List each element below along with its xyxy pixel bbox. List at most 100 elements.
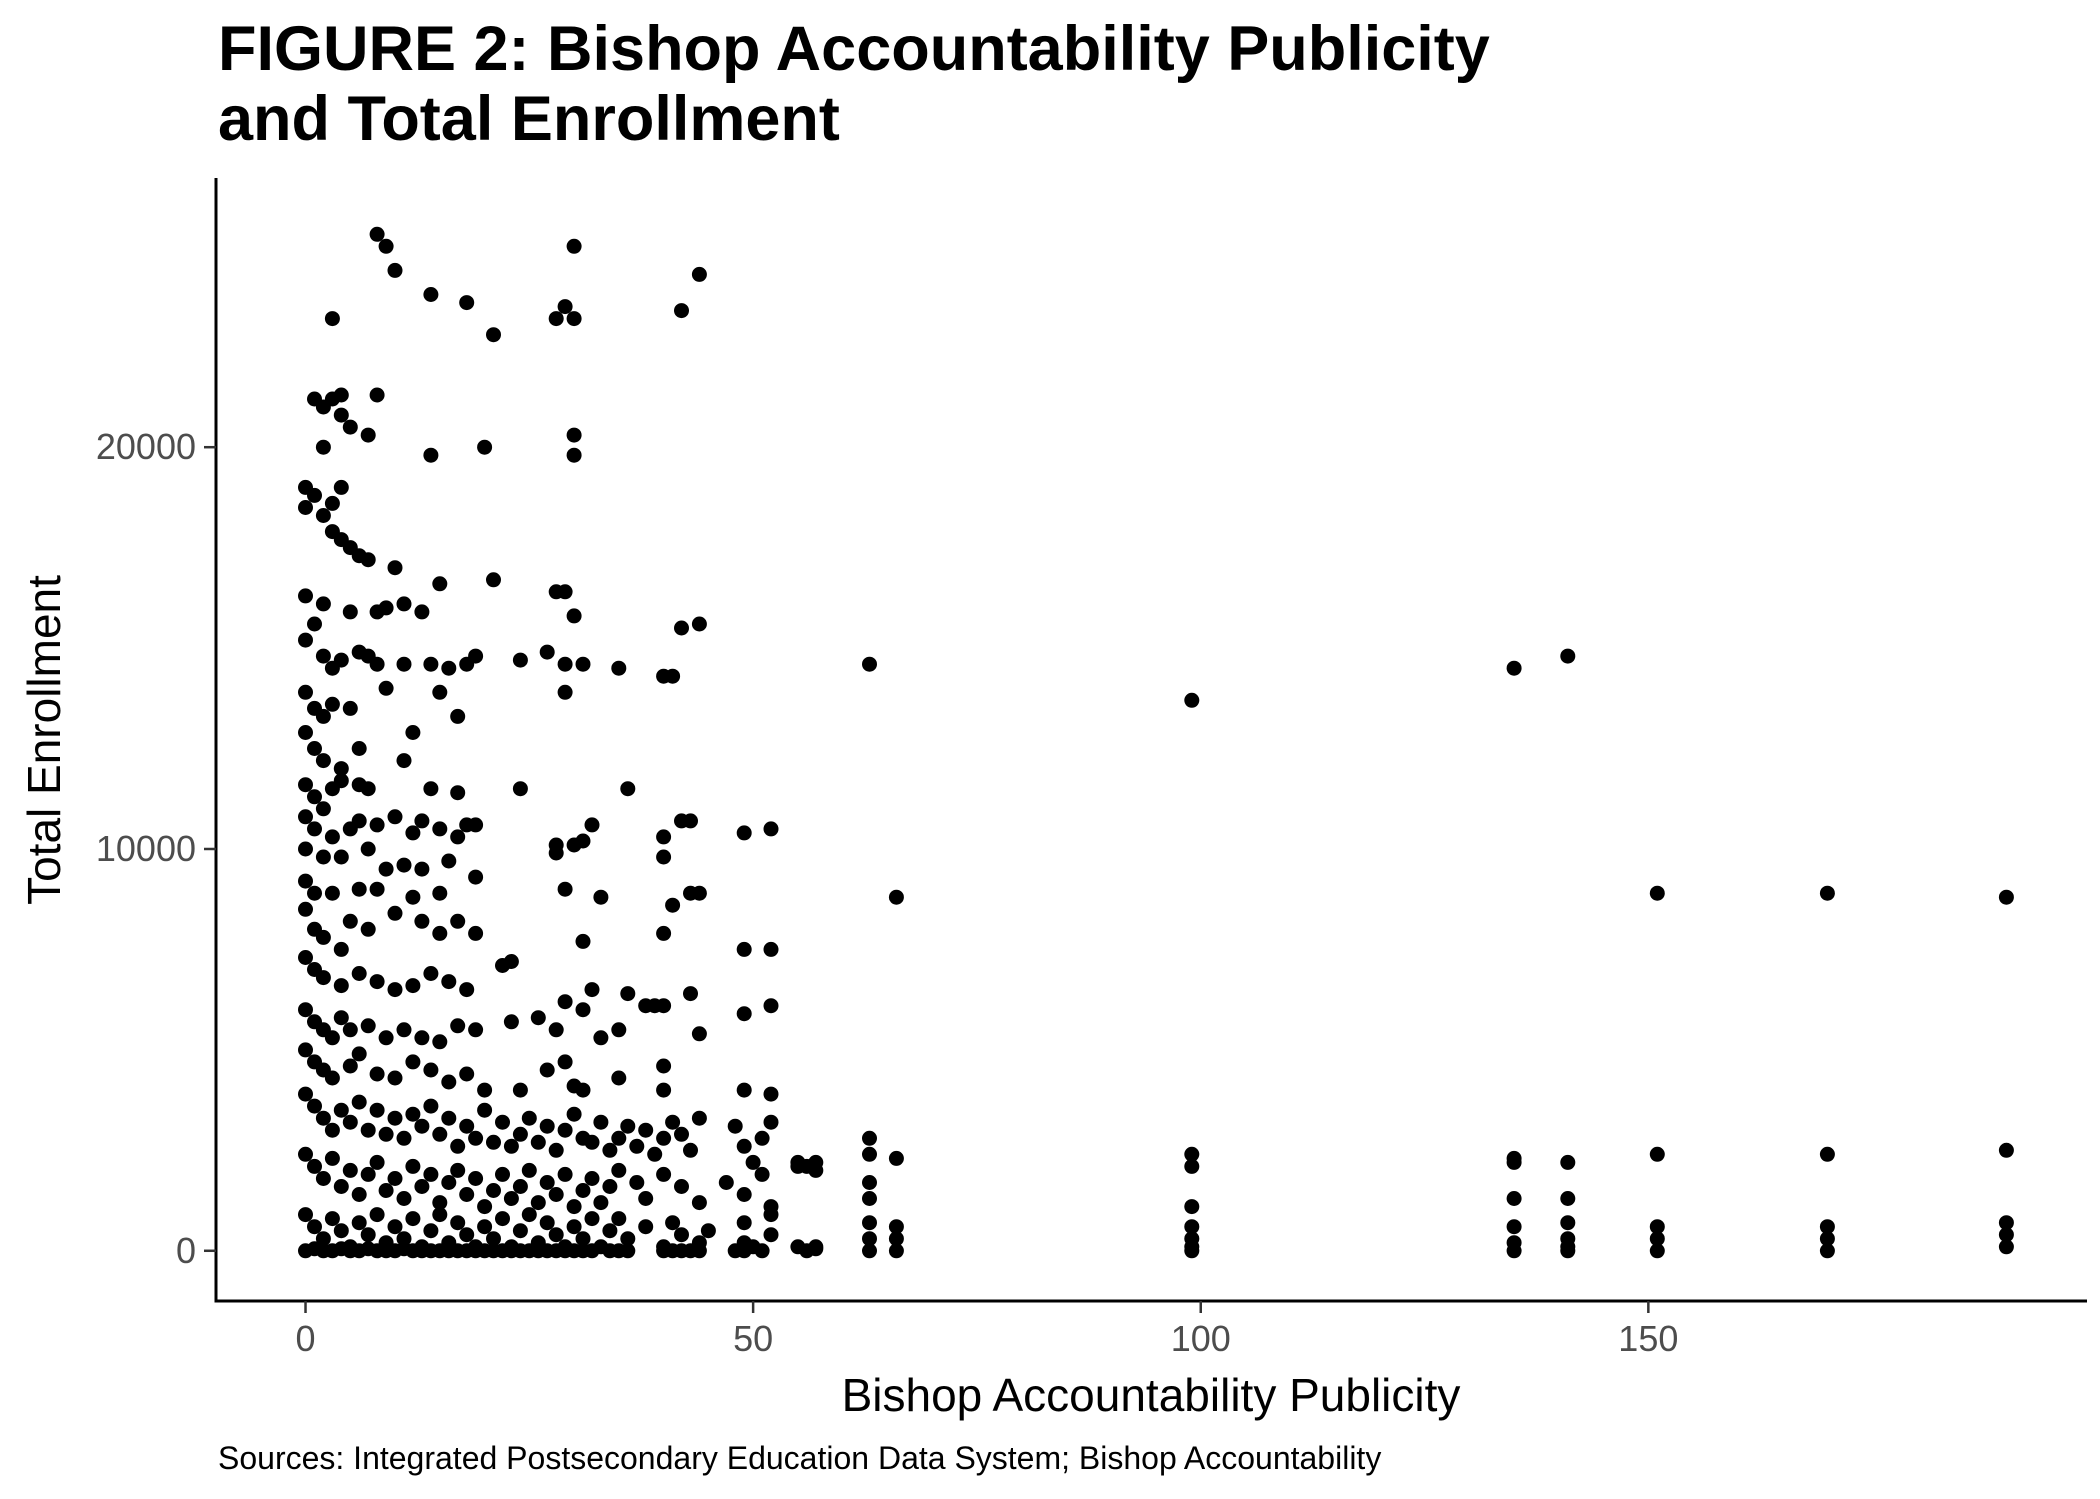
data-point	[888, 1231, 904, 1247]
data-point	[298, 809, 313, 825]
data-point	[405, 1054, 421, 1070]
data-point	[396, 1130, 412, 1146]
data-point	[736, 1187, 752, 1202]
data-point	[557, 1122, 573, 1138]
source-note: Sources: Integrated Postsecondary Educat…	[218, 1440, 1382, 1476]
data-point	[333, 941, 349, 957]
data-point	[315, 508, 331, 523]
data-point	[638, 1191, 654, 1206]
data-point	[638, 1219, 654, 1235]
data-point	[656, 1082, 672, 1098]
y-tick-label: 10000	[96, 828, 196, 869]
data-point	[387, 809, 403, 825]
data-point	[477, 1199, 493, 1215]
data-point	[1998, 1142, 2014, 1158]
data-point	[754, 1130, 770, 1146]
data-point	[503, 1138, 519, 1154]
data-point	[405, 825, 421, 841]
data-point	[763, 1227, 779, 1243]
data-point	[333, 407, 349, 423]
y-axis-ticks: 0 10000 20000	[96, 426, 216, 1271]
data-point	[575, 656, 591, 672]
data-point	[298, 725, 313, 740]
data-point	[387, 905, 403, 921]
data-point	[369, 1066, 385, 1082]
data-point	[324, 495, 340, 511]
data-point	[888, 1243, 904, 1259]
data-point	[441, 660, 457, 676]
data-point	[674, 303, 689, 319]
data-point	[566, 447, 582, 463]
data-point	[298, 1002, 313, 1018]
data-point	[888, 889, 904, 905]
data-point	[548, 1227, 564, 1243]
data-point	[548, 1022, 564, 1038]
data-point	[298, 1086, 313, 1102]
data-point	[521, 1110, 537, 1126]
data-point	[566, 311, 582, 327]
data-point	[1649, 1219, 1665, 1235]
data-point	[298, 950, 313, 965]
data-point	[548, 311, 564, 327]
data-point	[674, 620, 689, 636]
data-point	[1819, 885, 1835, 901]
data-point	[378, 680, 394, 696]
data-point	[566, 238, 582, 254]
data-point	[763, 941, 779, 957]
data-point	[620, 986, 636, 1002]
data-point	[691, 266, 707, 282]
data-point	[450, 1138, 466, 1154]
data-point	[674, 1179, 689, 1194]
data-point	[557, 656, 573, 672]
data-point	[333, 1223, 349, 1239]
data-point	[450, 829, 466, 845]
data-point	[512, 1082, 528, 1098]
data-point	[360, 427, 376, 443]
data-point	[736, 825, 752, 841]
data-point	[584, 817, 600, 833]
data-point	[1819, 1219, 1835, 1235]
y-axis-label: Total Enrollment	[18, 575, 70, 905]
data-point	[512, 1223, 528, 1239]
data-point	[423, 1098, 439, 1114]
data-point	[1819, 1243, 1835, 1259]
data-point	[369, 1154, 385, 1170]
data-point	[414, 1118, 430, 1134]
data-point	[566, 427, 582, 443]
data-point	[432, 576, 448, 592]
data-point	[674, 1227, 689, 1243]
data-point	[324, 696, 340, 712]
data-point	[665, 897, 681, 913]
data-point	[405, 978, 421, 994]
data-point	[521, 1207, 537, 1223]
data-point	[691, 1110, 707, 1126]
data-point	[315, 708, 331, 724]
data-point	[351, 881, 367, 897]
data-point	[378, 238, 394, 254]
data-point	[1184, 1219, 1200, 1235]
data-point	[808, 1162, 824, 1178]
data-point	[369, 387, 385, 403]
data-point	[468, 1171, 484, 1186]
data-point	[351, 741, 367, 756]
data-point	[1184, 1243, 1200, 1259]
data-point	[557, 994, 573, 1010]
data-point	[360, 781, 376, 797]
data-point	[557, 1054, 573, 1070]
data-point	[665, 1114, 681, 1130]
data-point	[665, 668, 681, 684]
data-point	[387, 1110, 403, 1126]
data-point	[566, 1219, 582, 1235]
data-point	[1560, 1154, 1576, 1170]
data-point	[396, 753, 412, 769]
data-point	[432, 684, 448, 700]
data-point	[1649, 1243, 1665, 1259]
data-point	[575, 833, 591, 849]
data-point	[611, 1211, 627, 1227]
data-point	[342, 1022, 358, 1038]
data-point	[566, 1199, 582, 1215]
data-point	[351, 1094, 367, 1110]
data-point	[1506, 1243, 1522, 1259]
data-point	[736, 941, 752, 957]
data-point	[862, 1191, 877, 1206]
